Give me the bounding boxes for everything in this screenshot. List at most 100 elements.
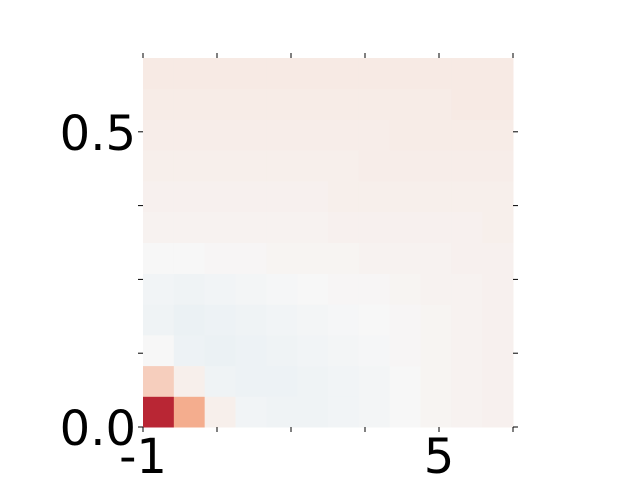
heat-cell (235, 58, 267, 90)
heat-cell (204, 396, 236, 428)
heat-cell (143, 88, 175, 120)
heat-cell (482, 150, 514, 182)
heat-cell (143, 119, 175, 151)
heat-cell (420, 211, 452, 243)
heat-cell (328, 365, 360, 397)
heat-cell (328, 88, 360, 120)
heat-cell (482, 58, 514, 90)
heat-cell (297, 119, 329, 151)
heat-cell (420, 304, 452, 336)
heat-cell (451, 58, 483, 90)
heat-cell (328, 180, 360, 213)
heat-cell (328, 273, 360, 305)
heat-cell (173, 180, 206, 213)
heat-cell (266, 119, 298, 151)
heat-cell (297, 396, 329, 428)
heat-cell (235, 304, 267, 336)
heat-cell (204, 211, 236, 243)
heat-cell (420, 334, 452, 367)
heat-cell (420, 396, 452, 428)
heat-cell (235, 211, 267, 243)
heat-cell (173, 58, 206, 90)
heat-cell (358, 242, 391, 274)
heat-cell (235, 150, 267, 182)
heat-cell (328, 242, 360, 274)
heat-cell (204, 304, 236, 336)
heat-cell (420, 365, 452, 397)
heat-cell (451, 211, 483, 243)
heat-cell (173, 119, 206, 151)
heat-cell (266, 180, 298, 213)
heat-cell (420, 180, 452, 213)
heat-cell (297, 58, 329, 90)
heat-cell (297, 242, 329, 274)
heat-cell (420, 58, 452, 90)
heat-cell (328, 304, 360, 336)
heat-cell (389, 180, 421, 213)
heat-cell (173, 273, 206, 305)
y-tick-label: 0.0 (60, 401, 136, 457)
heat-cell (204, 180, 236, 213)
heat-cell (358, 119, 391, 151)
heat-cell (266, 396, 298, 428)
heat-cell (482, 396, 514, 428)
heat-cell (143, 273, 175, 305)
heat-cell (328, 211, 360, 243)
heat-cell (235, 396, 267, 428)
heat-cell (173, 396, 206, 428)
heat-cell (297, 88, 329, 120)
heat-cell (358, 273, 391, 305)
heat-cell (389, 365, 421, 397)
heat-cell (482, 273, 514, 305)
heat-cell (204, 365, 236, 397)
heat-cell (358, 180, 391, 213)
heat-cell (173, 242, 206, 274)
heat-cell (328, 119, 360, 151)
heat-cell (173, 211, 206, 243)
heat-cell (204, 150, 236, 182)
heat-cell (297, 334, 329, 367)
heat-cell (451, 396, 483, 428)
heat-cell (420, 273, 452, 305)
heat-cell (204, 273, 236, 305)
heat-cell (358, 334, 391, 367)
y-tick-label: 0.5 (60, 106, 136, 162)
heat-cell (420, 88, 452, 120)
heat-cell (482, 88, 514, 120)
heat-cell (173, 304, 206, 336)
heat-cell (143, 211, 175, 243)
heat-cell (389, 58, 421, 90)
heat-cell (389, 150, 421, 182)
heat-cell (358, 150, 391, 182)
heat-cell (389, 334, 421, 367)
heat-cell (173, 365, 206, 397)
heat-cell (143, 304, 175, 336)
heat-cell (358, 88, 391, 120)
heat-cell (389, 273, 421, 305)
heat-cell (420, 150, 452, 182)
heat-cell (266, 150, 298, 182)
heat-cell (297, 211, 329, 243)
heat-cell (389, 242, 421, 274)
heat-cell (389, 396, 421, 428)
heat-cell (297, 304, 329, 336)
heat-cell (482, 242, 514, 274)
heat-cell (482, 334, 514, 367)
heat-cell (451, 119, 483, 151)
heat-cell (235, 365, 267, 397)
heat-cell (235, 242, 267, 274)
heat-cell (297, 365, 329, 397)
heat-cell (482, 119, 514, 151)
heat-cell (358, 211, 391, 243)
heat-cell (204, 242, 236, 274)
heat-cell (235, 334, 267, 367)
heat-cell (482, 211, 514, 243)
heat-cell (328, 334, 360, 367)
heat-cell (266, 211, 298, 243)
heat-cell (297, 273, 329, 305)
heat-cell (204, 334, 236, 367)
heat-cell (451, 150, 483, 182)
heat-cell (297, 180, 329, 213)
heat-cell (266, 334, 298, 367)
